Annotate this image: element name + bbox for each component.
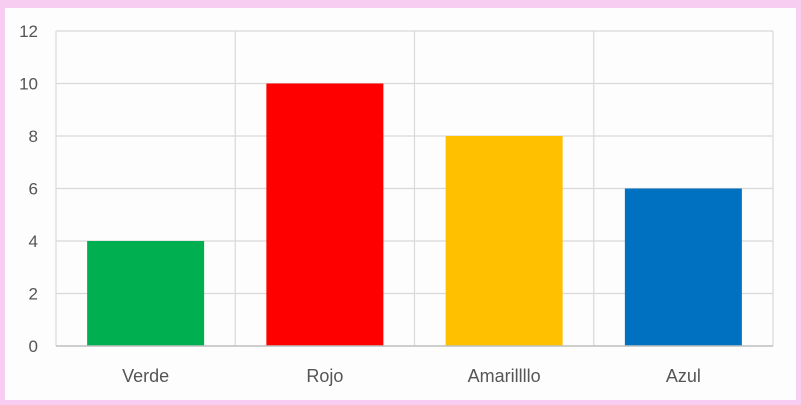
bar-rojo: [266, 83, 384, 346]
y-tick-label: 4: [29, 232, 38, 251]
bar-verde: [87, 241, 205, 346]
bar-amarillo: [445, 136, 563, 346]
y-axis-tick-labels: 0 2 4 6 8 10 12: [19, 22, 38, 356]
chart-frame: 0 2 4 6 8 10 12 Verde Rojo Amarillllo Azul: [5, 8, 796, 400]
y-tick-label: 6: [29, 180, 38, 199]
y-tick-label: 8: [29, 127, 38, 146]
x-category-label: Amarillllo: [468, 366, 541, 386]
bar-azul: [624, 188, 742, 346]
bar-chart: 0 2 4 6 8 10 12 Verde Rojo Amarillllo Azul: [19, 22, 774, 386]
y-tick-label: 0: [29, 337, 38, 356]
y-tick-label: 2: [29, 285, 38, 304]
x-category-label: Rojo: [306, 366, 343, 386]
bars: [87, 83, 742, 346]
y-tick-label: 12: [19, 22, 38, 41]
y-tick-label: 10: [19, 75, 38, 94]
x-category-label: Azul: [666, 366, 701, 386]
x-category-label: Verde: [122, 366, 169, 386]
x-axis-category-labels: Verde Rojo Amarillllo Azul: [122, 366, 701, 386]
